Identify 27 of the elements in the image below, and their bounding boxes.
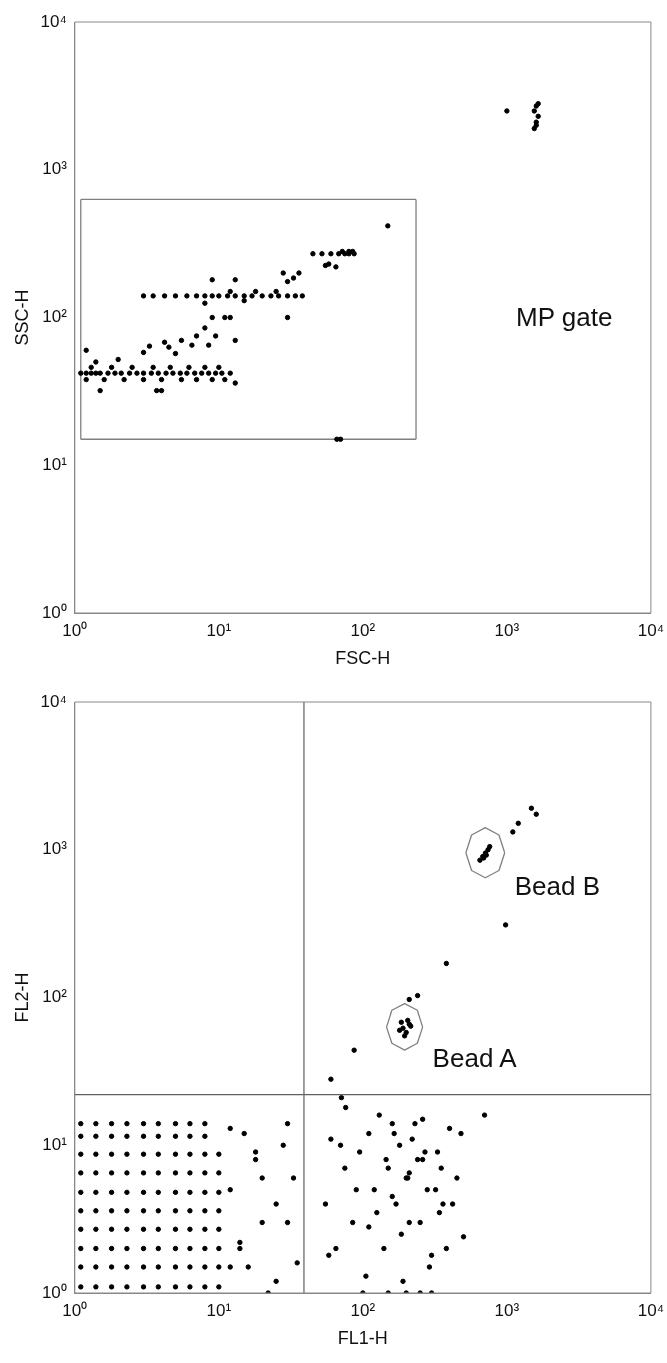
x-axis-title: FSC-H	[335, 648, 391, 669]
y-axis-title: FL2-H	[11, 972, 32, 1023]
x-tick-label: 10⁴	[637, 1300, 664, 1320]
y-tick-label: 10⁰	[41, 602, 67, 622]
y-tick-label: 10³	[42, 839, 68, 859]
x-tick-label: 10⁰	[62, 1300, 88, 1320]
y-tick-label: 10³	[42, 159, 68, 179]
y-tick-label: 10¹	[42, 454, 68, 474]
y-axis-title: SSC-H	[11, 289, 32, 346]
x-tick-label: 10³	[494, 620, 520, 640]
annotation: Bead B	[514, 871, 601, 901]
y-tick-label: 10²	[42, 987, 68, 1007]
annotation: MP gate	[516, 302, 613, 333]
x-tick-label: 10⁰	[62, 620, 88, 640]
x-tick-label: 10²	[350, 1300, 376, 1320]
x-tick-label: 10³	[494, 1300, 520, 1320]
x-tick-label: 10¹	[206, 620, 232, 640]
x-axis-title: FL1-H	[337, 1328, 388, 1349]
x-tick-label: 10¹	[206, 1300, 232, 1320]
y-tick-label: 10¹	[42, 1134, 68, 1154]
y-tick-label: 10⁴	[40, 691, 67, 711]
y-tick-label: 10⁴	[40, 11, 67, 31]
x-tick-label: 10²	[350, 620, 376, 640]
annotation: Bead A	[432, 1042, 518, 1073]
y-tick-label: 10²	[42, 307, 68, 327]
x-tick-label: 10⁴	[637, 620, 664, 640]
y-tick-label: 10⁰	[41, 1282, 67, 1302]
